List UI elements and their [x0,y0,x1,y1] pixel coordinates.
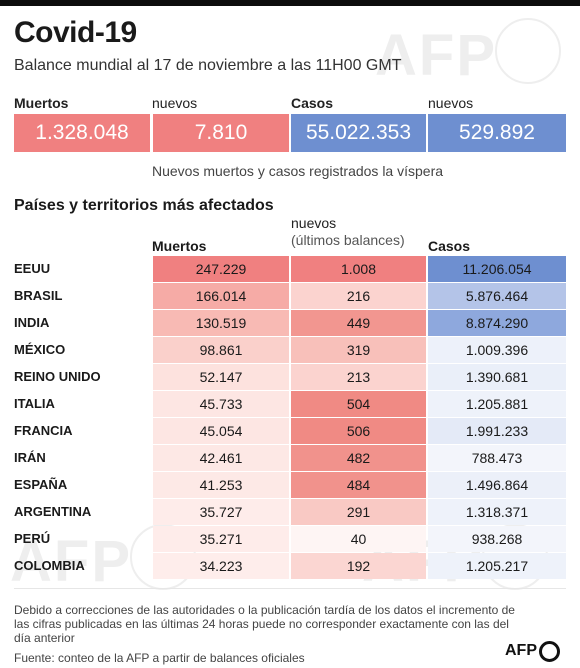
footer-divider [14,588,566,589]
new-deaths-cell: 484 [291,472,426,498]
cases-cell: 5.876.464 [428,283,566,309]
new-deaths-cell: 40 [291,526,426,552]
deaths-cell: 130.519 [153,310,289,336]
table-row: MÉXICO 98.861 319 1.009.396 [0,337,580,364]
country-name: PERÚ [14,531,51,546]
column-header-new-sublabel: (últimos balances) [291,232,405,248]
page-subtitle: Balance mundial al 17 de noviembre a las… [14,57,402,74]
source-note: Fuente: conteo de la AFP a partir de bal… [14,651,305,665]
table-row: ESPAÑA 41.253 484 1.496.864 [0,472,580,499]
cases-cell: 938.268 [428,526,566,552]
table-row: PERÚ 35.271 40 938.268 [0,526,580,553]
deaths-cell: 34.223 [153,553,289,579]
summary-new-cases-value: 529.892 [428,114,566,152]
table-row: FRANCIA 45.054 506 1.991.233 [0,418,580,445]
deaths-cell: 35.727 [153,499,289,525]
table-row: ITALIA 45.733 504 1.205.881 [0,391,580,418]
new-deaths-cell: 449 [291,310,426,336]
new-deaths-cell: 319 [291,337,426,363]
deaths-cell: 35.271 [153,526,289,552]
country-name: ITALIA [14,396,55,411]
deaths-cell: 166.014 [153,283,289,309]
new-deaths-cell: 1.008 [291,256,426,282]
country-name: FRANCIA [14,423,73,438]
summary-new-deaths-value: 7.810 [153,114,289,152]
cases-cell: 788.473 [428,445,566,471]
cases-cell: 1.496.864 [428,472,566,498]
summary-new-deaths-label: nuevos [152,95,198,111]
country-name: INDIA [14,315,50,330]
cases-cell: 1.009.396 [428,337,566,363]
new-deaths-cell: 291 [291,499,426,525]
summary-note: Nuevos muertos y casos registrados la ví… [152,163,444,179]
deaths-cell: 45.054 [153,418,289,444]
column-header-new-deaths: nuevos (últimos balances) [291,215,405,249]
summary-deaths-value: 1.328.048 [14,114,150,152]
footnote: Debido a correcciones de las autoridades… [14,603,515,645]
page-title: Covid-19 [14,16,137,49]
cases-cell: 11.206.054 [428,256,566,282]
country-name: IRÁN [14,450,46,465]
afp-watermark-top: AFP [375,23,497,88]
country-name: BRASIL [14,288,63,303]
deaths-cell: 98.861 [153,337,289,363]
deaths-cell: 42.461 [153,445,289,471]
cases-cell: 1.991.233 [428,418,566,444]
deaths-cell: 52.147 [153,364,289,390]
country-name: MÉXICO [14,342,66,357]
country-name: COLOMBIA [14,558,85,573]
country-name: EEUU [14,261,51,276]
table-row: IRÁN 42.461 482 788.473 [0,445,580,472]
table-row: INDIA 130.519 449 8.874.290 [0,310,580,337]
section-title: Países y territorios más afectados [14,197,274,214]
summary-deaths-label: Muertos [14,95,69,111]
cases-cell: 1.205.217 [428,553,566,579]
cases-cell: 1.390.681 [428,364,566,390]
deaths-cell: 45.733 [153,391,289,417]
country-name: ARGENTINA [14,504,92,519]
table-row: ARGENTINA 35.727 291 1.318.371 [0,499,580,526]
country-name: REINO UNIDO [14,369,101,384]
new-deaths-cell: 506 [291,418,426,444]
new-deaths-cell: 213 [291,364,426,390]
column-header-deaths: Muertos [152,238,207,254]
afp-watermark-bottom-left: AFP [10,529,132,594]
country-name: ESPAÑA [14,477,68,492]
cases-cell: 8.874.290 [428,310,566,336]
summary-cases-label: Casos [291,95,334,111]
new-deaths-cell: 504 [291,391,426,417]
afp-logo-ring-icon [539,640,560,662]
table-row: EEUU 247.229 1.008 11.206.054 [0,256,580,283]
deaths-cell: 41.253 [153,472,289,498]
column-header-cases: Casos [428,238,471,254]
table-row: COLOMBIA 34.223 192 1.205.217 [0,553,580,580]
table-row: BRASIL 166.014 216 5.876.464 [0,283,580,310]
top-bar [0,0,580,6]
cases-cell: 1.318.371 [428,499,566,525]
new-deaths-cell: 216 [291,283,426,309]
afp-watermark-ring-top [495,18,561,84]
summary-new-cases-label: nuevos [428,95,474,111]
table-row: REINO UNIDO 52.147 213 1.390.681 [0,364,580,391]
new-deaths-cell: 192 [291,553,426,579]
cases-cell: 1.205.881 [428,391,566,417]
afp-logo: AFP [505,640,560,662]
column-header-new-label: nuevos [291,215,337,231]
new-deaths-cell: 482 [291,445,426,471]
summary-cases-value: 55.022.353 [291,114,426,152]
deaths-cell: 247.229 [153,256,289,282]
afp-logo-text: AFP [505,642,537,659]
